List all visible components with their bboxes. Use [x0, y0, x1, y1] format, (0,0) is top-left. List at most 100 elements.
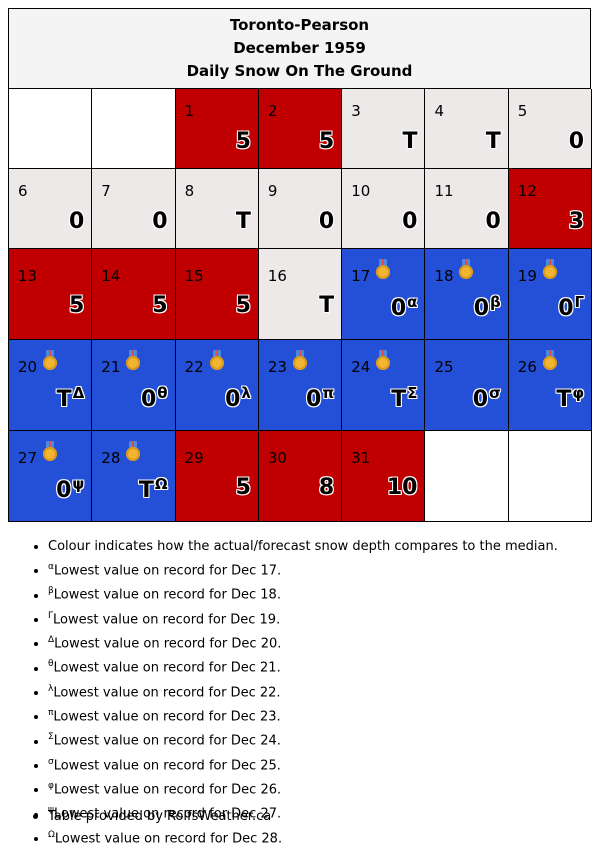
empty-cell [9, 89, 93, 169]
day-cell: 24 TΣ [342, 340, 426, 431]
day-cell: 21 0θ [92, 340, 176, 431]
source-credit: Table provided by RolfsWeather.ca [32, 806, 271, 827]
day-cell: 30 8 [258, 431, 343, 522]
record-marker: φ [572, 384, 585, 402]
day-number: 4 [434, 102, 445, 120]
day-number: 3 [351, 102, 361, 120]
note-text: Lowest value on record for Dec 23. [53, 709, 281, 725]
snow-depth-value: 0β [473, 293, 501, 321]
day-cell: 20 TΔ [9, 340, 93, 431]
day-number: 25 [434, 358, 454, 376]
day-cell: 16 T [258, 249, 343, 340]
calendar-grid: 1 5 2 5 3 T 4 T 5 0 6 0 7 0 8 T 9 0 10 0 11 0 12 3 13 5 14 5 15 5 16 T 1… [8, 89, 593, 522]
snow-depth-value: 5 [235, 293, 251, 318]
day-number: 8 [184, 182, 195, 200]
day-cell: 17 0α [342, 249, 426, 340]
day-cell: 22 0λ [175, 340, 259, 431]
day-cell: 13 5 [9, 249, 93, 340]
day-number: 2 [267, 102, 278, 120]
day-cell: 14 5 [92, 249, 176, 340]
note-text: Lowest value on record for Dec 28. [54, 830, 283, 846]
day-cell: 10 0 [342, 169, 426, 249]
medal-icon [125, 441, 141, 461]
note-item: ψLowest value on record for Dec 27. [48, 800, 600, 824]
day-number: 15 [184, 267, 204, 285]
medal-icon [209, 350, 225, 370]
note-marker: β [48, 586, 54, 597]
snow-depth-value: TΩ [138, 475, 168, 503]
note-text: Lowest value on record for Dec 25. [53, 757, 281, 773]
note-marker: λ [48, 683, 54, 694]
day-cell: 26 Tφ [508, 340, 593, 431]
day-number: 1 [184, 102, 195, 120]
record-marker: π [322, 384, 335, 402]
day-number: 26 [517, 358, 537, 376]
day-number: 6 [18, 182, 28, 200]
record-marker: σ [489, 384, 501, 402]
record-marker: Σ [407, 384, 418, 402]
snow-depth-value: T [402, 129, 418, 154]
snow-depth-value: 0σ [472, 384, 501, 412]
record-marker: θ [157, 384, 168, 402]
day-cell: 23 0π [258, 340, 343, 431]
empty-cell [92, 89, 176, 169]
record-marker: α [407, 293, 418, 311]
day-number: 28 [101, 449, 121, 467]
record-marker: λ [241, 384, 251, 402]
notes-list: Colour indicates how the actual/forecast… [30, 536, 600, 849]
table-subtitle: Daily Snow On The Ground [186, 62, 413, 80]
note-item: Colour indicates how the actual/forecast… [48, 536, 600, 557]
day-cell: 25 0σ [425, 340, 509, 431]
day-number: 18 [434, 267, 454, 285]
day-number: 17 [351, 267, 371, 285]
note-text: Lowest value on record for Dec 20. [54, 636, 282, 652]
snow-depth-value: 3 [568, 209, 585, 234]
day-cell: 15 5 [175, 249, 259, 340]
note-marker: ψ [48, 805, 54, 816]
snow-depth-value: TΔ [56, 384, 85, 412]
snow-depth-value: 0 [485, 209, 501, 234]
day-cell: 27 0ψ [9, 431, 93, 522]
day-cell: 18 0β [425, 249, 509, 340]
snow-depth-value: T [319, 293, 335, 318]
day-number: 20 [18, 358, 38, 376]
day-cell: 11 0 [425, 169, 509, 249]
day-number: 30 [267, 449, 287, 467]
day-number: 10 [351, 182, 371, 200]
medal-icon [458, 259, 474, 279]
record-marker: Ω [154, 475, 168, 493]
medal-icon [292, 350, 308, 370]
note-text: Lowest value on record for Dec 22. [53, 684, 281, 700]
empty-cell [508, 431, 593, 522]
record-marker: β [490, 293, 501, 311]
snow-depth-value: 0α [390, 293, 418, 321]
snow-depth-value: 0π [306, 384, 335, 412]
day-number: 19 [517, 267, 537, 285]
day-cell: 12 3 [508, 169, 593, 249]
note-item: φLowest value on record for Dec 26. [48, 776, 600, 800]
note-item: πLowest value on record for Dec 23. [48, 703, 600, 727]
snow-depth-value: 5 [318, 129, 335, 154]
snow-depth-value: 8 [318, 475, 335, 500]
day-number: 31 [351, 449, 371, 467]
day-number: 27 [18, 449, 38, 467]
medal-icon [375, 259, 391, 279]
month-label: December 1959 [233, 39, 366, 57]
note-marker: π [48, 707, 54, 718]
snow-depth-value: Tφ [556, 384, 585, 412]
note-marker: Ω [48, 829, 55, 840]
medal-icon [42, 350, 58, 370]
note-item: ΣLowest value on record for Dec 24. [48, 727, 600, 751]
snow-depth-value: 10 [386, 475, 418, 500]
day-number: 29 [184, 449, 204, 467]
record-marker: Γ [574, 293, 585, 311]
snow-depth-value: T [485, 129, 501, 154]
medal-icon [42, 441, 58, 461]
note-marker: α [48, 562, 54, 572]
